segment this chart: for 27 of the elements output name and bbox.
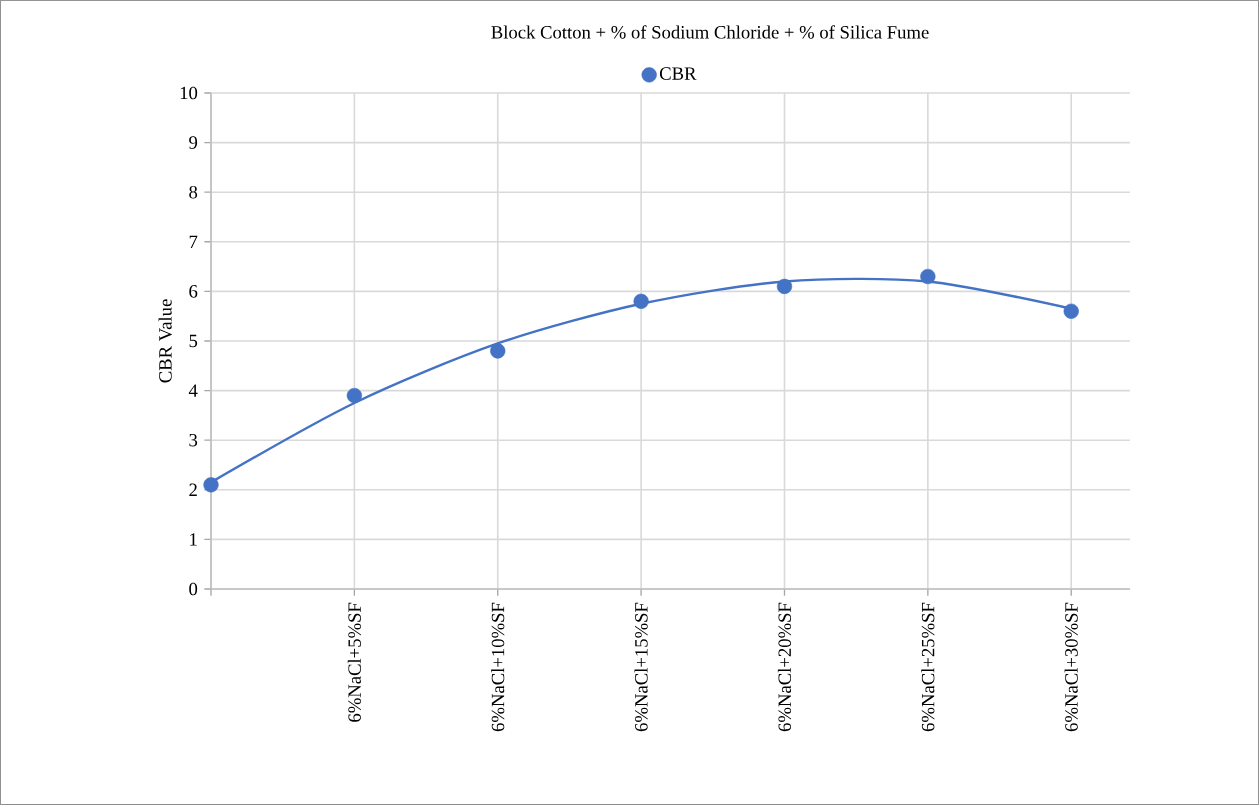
y-tick-label: 10 — [180, 86, 198, 100]
point — [346, 387, 362, 404]
y-tick-label: 5 — [189, 334, 198, 348]
y-tick-label: 6 — [189, 285, 198, 298]
y-tick-label: 0 — [189, 582, 198, 596]
x-tick-label: 6%NaCl+30%SF — [1064, 602, 1078, 732]
point — [1063, 303, 1079, 319]
x-tick-label: 6%NaCl+20%SF — [777, 602, 792, 732]
x-tick-label: 6%NaCl+5%SF — [347, 602, 361, 722]
point — [203, 477, 219, 493]
point — [920, 268, 936, 285]
y-axis-title: CBR Value — [158, 299, 172, 383]
chart-title: Block Cotton + % of Sodium Chloride + % of Silica Fume — [491, 25, 929, 39]
x-tick-label: 6%NaCl+25%SF — [921, 602, 935, 732]
x-tick-label: 6%NaCl+15%SF — [634, 602, 648, 732]
y-tick-label: 9 — [189, 136, 198, 149]
y-tick-label: 4 — [188, 384, 198, 397]
x-tick-label: 6%NaCl+10%SF — [491, 602, 505, 732]
point — [633, 293, 649, 309]
y-tick-label: 3 — [189, 433, 198, 447]
y-tick-label: 7 — [189, 235, 198, 248]
y-tick-label: 1 — [190, 533, 197, 546]
legend-label: CBR — [659, 67, 697, 80]
y-tick-label: 2 — [189, 483, 197, 496]
point — [776, 278, 793, 295]
y-tick-label: 8 — [189, 185, 198, 199]
point — [490, 343, 506, 359]
